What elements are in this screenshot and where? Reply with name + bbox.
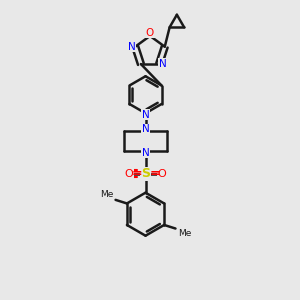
Text: N: N xyxy=(159,59,167,69)
Text: O: O xyxy=(124,169,133,179)
Text: S: S xyxy=(141,167,150,180)
Text: Me: Me xyxy=(100,190,113,199)
Text: N: N xyxy=(128,42,136,52)
Text: =: = xyxy=(149,167,160,180)
Text: =: = xyxy=(131,167,142,180)
Text: Me: Me xyxy=(178,229,191,238)
Text: O: O xyxy=(146,28,154,38)
Text: N: N xyxy=(142,148,149,158)
Text: O: O xyxy=(158,169,167,179)
Text: N: N xyxy=(142,110,149,120)
Text: N: N xyxy=(142,124,149,134)
